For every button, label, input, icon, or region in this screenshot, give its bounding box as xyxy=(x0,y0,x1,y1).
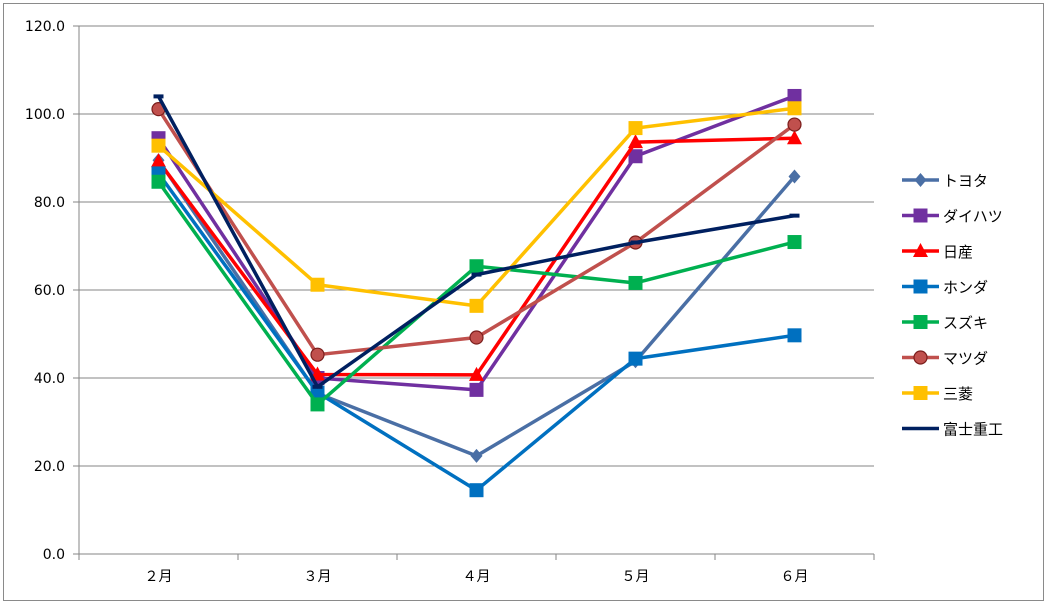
data-point xyxy=(469,366,484,381)
data-point xyxy=(469,298,484,313)
legend-label: スズキ xyxy=(943,314,988,332)
data-point xyxy=(628,149,643,164)
data-point xyxy=(787,130,802,145)
legend-entry: マツダ xyxy=(902,350,988,368)
x-tick-label: ３月 xyxy=(304,569,332,585)
series-1 xyxy=(151,88,802,397)
y-tick-label: 60.0 xyxy=(34,283,65,299)
chart-frame: 0.0 20.0 40.0 60.0 80.0 100.0 120.0 ２月 ３月 ４月 ５月 ６月 … xyxy=(3,3,1044,601)
series-7 xyxy=(153,94,800,389)
legend-swatch-marker xyxy=(913,315,928,329)
data-point xyxy=(469,483,484,498)
y-tick-label: 120.0 xyxy=(25,19,65,35)
y-tick-label: 100.0 xyxy=(25,107,65,123)
data-point xyxy=(310,347,325,362)
legend-label: トヨタ xyxy=(943,172,988,190)
legend-entry: スズキ xyxy=(902,314,988,332)
y-tick-label: 20.0 xyxy=(34,459,65,475)
y-tick-label: 0.0 xyxy=(43,547,65,563)
axes: 0.0 20.0 40.0 60.0 80.0 100.0 120.0 ２月 ３月 ４月 ５月 ６月 xyxy=(25,19,875,585)
data-point xyxy=(310,385,325,400)
legend-label: ホンダ xyxy=(943,279,988,297)
data-point xyxy=(469,382,484,397)
legend-label: ダイハツ xyxy=(943,208,1003,226)
series-5 xyxy=(151,102,802,362)
data-point xyxy=(151,174,166,189)
data-point xyxy=(469,259,484,274)
legend-swatch-marker xyxy=(913,243,928,257)
data-point xyxy=(788,169,801,184)
legend-entry: 三菱 xyxy=(902,385,973,403)
data-point xyxy=(787,101,802,116)
series-4 xyxy=(151,174,802,412)
legend-swatch-marker xyxy=(913,350,928,365)
legend-swatch-marker xyxy=(914,173,927,187)
x-tick-label: ２月 xyxy=(145,569,173,585)
legend-label: 富士重工 xyxy=(943,421,1003,439)
data-point xyxy=(628,351,643,366)
legend-swatch-marker xyxy=(913,279,928,294)
data-point xyxy=(787,328,802,343)
data-point xyxy=(151,153,166,168)
data-point xyxy=(628,275,643,290)
series-lines xyxy=(151,88,802,498)
data-point xyxy=(310,277,325,292)
series-2 xyxy=(151,130,802,381)
y-tick-label: 40.0 xyxy=(34,371,65,387)
data-point xyxy=(787,117,802,132)
legend-label: マツダ xyxy=(943,350,988,368)
data-point xyxy=(470,448,483,463)
legend-entry: トヨタ xyxy=(902,172,988,190)
x-tick-label: ４月 xyxy=(463,569,491,585)
legend-swatch-marker xyxy=(913,208,928,223)
data-point xyxy=(628,134,643,149)
data-point xyxy=(787,235,802,250)
x-tick-label: ５月 xyxy=(622,569,650,585)
grid-lines xyxy=(79,25,874,467)
data-point xyxy=(310,397,325,412)
legend-entry: ダイハツ xyxy=(902,208,1003,226)
series-6 xyxy=(151,101,802,313)
legend-entry: 日産 xyxy=(902,243,973,261)
legend-swatch-marker xyxy=(913,386,928,400)
legend-entry: 富士重工 xyxy=(902,421,1003,439)
data-point xyxy=(151,138,166,153)
data-point xyxy=(787,88,802,103)
legend-label: 三菱 xyxy=(943,385,973,403)
legend-entry: ホンダ xyxy=(902,279,988,297)
x-tick-label: ６月 xyxy=(781,569,809,585)
legend-label: 日産 xyxy=(943,243,973,261)
data-point xyxy=(628,121,643,136)
y-tick-label: 80.0 xyxy=(34,195,65,211)
data-point xyxy=(469,330,484,345)
